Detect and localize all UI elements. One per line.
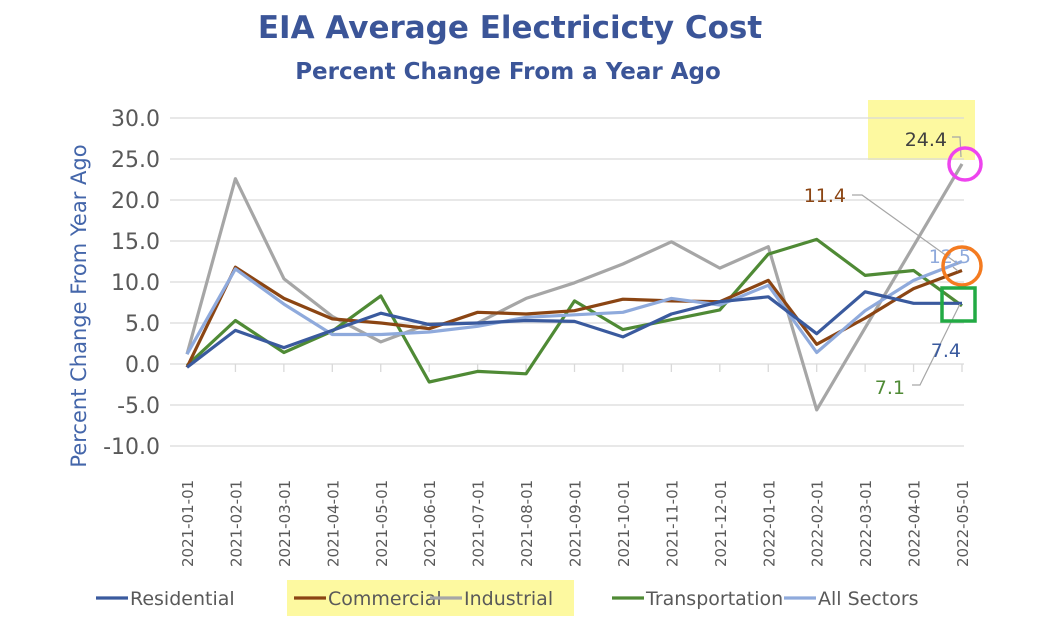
legend-label-transportation: Transportation <box>645 588 783 610</box>
series-line-all-sectors <box>185 260 963 355</box>
leader-line-all-sectors <box>952 266 959 272</box>
series-line-residential <box>186 290 962 369</box>
data-label-transportation: 7.1 <box>875 377 905 399</box>
y-tick-label: 20.0 <box>111 189 160 214</box>
annotation-circle-orange <box>941 245 983 287</box>
x-tick-label: 2022-05-01 <box>954 480 972 567</box>
data-label-industrial: 24.4 <box>905 129 947 151</box>
x-tick-label: 2021-12-01 <box>712 480 730 567</box>
x-tick-label: 2021-02-01 <box>227 480 245 567</box>
y-tick-label: 25.0 <box>111 148 160 173</box>
y-tick-label: 30.0 <box>111 107 160 132</box>
x-tick-label: 2021-11-01 <box>663 480 681 567</box>
data-label-all-sectors: 12.5 <box>929 246 971 268</box>
gridlines <box>170 117 964 447</box>
annotation-circle-magenta <box>947 146 983 182</box>
legend-label-all-sectors: All Sectors <box>818 588 919 610</box>
annotation-square-green <box>940 286 977 323</box>
x-tick-label: 2021-07-01 <box>470 480 488 567</box>
x-tick-label: 2022-04-01 <box>906 480 924 567</box>
chart-subtitle: Percent Change From a Year Ago <box>295 59 721 85</box>
y-axis-ticks: 30.0 25.0 20.0 15.0 10.0 5.0 0.0 -5.0 -10.0 <box>103 107 160 460</box>
x-tick-label: 2021-08-01 <box>518 480 536 567</box>
data-label-commercial: 11.4 <box>804 185 846 207</box>
legend-label-commercial: Commercial <box>328 588 442 610</box>
series-line-industrial <box>185 163 964 412</box>
leader-line-commercial <box>852 194 959 265</box>
series-line-commercial <box>185 265 963 368</box>
x-tick-label: 2021-10-01 <box>615 480 633 567</box>
y-tick-label: -5.0 <box>117 394 160 419</box>
series-lines <box>185 163 964 412</box>
x-tick-label: 2021-06-01 <box>421 480 439 567</box>
series-line-transportation <box>185 237 963 384</box>
y-tick-label: 5.0 <box>125 312 160 337</box>
y-tick-label: 0.0 <box>125 353 160 378</box>
x-tick-label: 2022-01-01 <box>760 480 778 567</box>
data-label-residential: 7.4 <box>931 340 961 362</box>
legend-label-industrial: Industrial <box>464 588 553 610</box>
chart-title: EIA Average Electricicty Cost <box>258 10 762 46</box>
x-tick-label: 2022-02-01 <box>809 480 827 567</box>
x-tick-label: 2021-04-01 <box>324 480 342 567</box>
x-tick-label: 2021-01-01 <box>179 480 197 567</box>
y-tick-label: 10.0 <box>111 271 160 296</box>
legend: Residential Commercial Industrial Transport… <box>96 580 919 616</box>
y-axis-label: Percent Change From Year Ago <box>67 144 91 467</box>
x-tick-label: 2021-03-01 <box>276 480 294 567</box>
x-axis: 2021-01-01 2021-02-01 2021-03-01 2021-04-01… <box>179 364 972 567</box>
y-tick-label: 15.0 <box>111 230 160 255</box>
y-tick-label: -10.0 <box>103 435 160 460</box>
x-tick-label: 2021-05-01 <box>373 480 391 567</box>
legend-label-residential: Residential <box>130 588 235 610</box>
leader-line-transportation <box>912 303 961 386</box>
x-tick-label: 2022-03-01 <box>857 480 875 567</box>
x-tick-label: 2021-09-01 <box>567 480 585 567</box>
